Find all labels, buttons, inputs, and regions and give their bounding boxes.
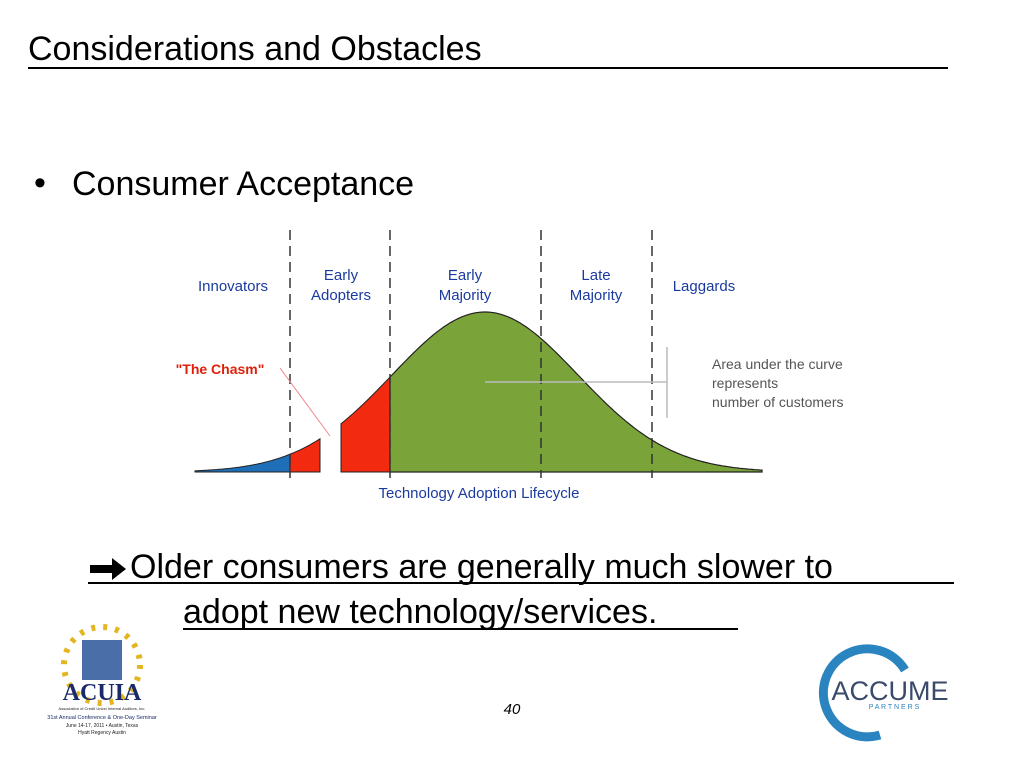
segment-label: Early [324,267,359,284]
conclusion-line: adopt new technology/services. [183,593,657,631]
adoption-diagram: Innovators Early Adopters Early Majority Late… [176,230,844,502]
chasm-label: "The Chasm" [176,361,265,377]
chasm-pointer [279,367,331,437]
early-adopters-area [340,375,391,473]
logo-line: June 14-17, 2011 • Austin, Texas [66,723,139,729]
logo-stars [61,624,143,706]
accume-logo: ACCUME P A R T N E R S [818,644,949,742]
logo-line: 31st Annual Conference & One-Day Seminar [47,715,157,721]
segment-label: Laggards [673,278,736,295]
logo-emblem [82,640,122,680]
diagram-caption: Technology Adoption Lifecycle [379,485,580,502]
bullet-text: Consumer Acceptance [72,165,414,203]
logo-sub: P A R T N E R S [869,704,920,711]
logo-line: Association of Credit Union Internal Aud… [59,706,146,711]
dividers [289,230,653,478]
logo-line: Hyatt Regency Austin [78,730,126,736]
segment-label: Majority [570,287,623,304]
segment-label: Majority [439,287,492,304]
majority-area [389,311,763,473]
note-line: number of customers [712,394,844,410]
segment-label: Adopters [311,287,371,304]
logo-arc [818,644,909,742]
acuia-logo: ACUIA Association of Credit Union Intern… [47,624,157,736]
note-line: represents [712,375,778,391]
arrow-icon [90,558,126,580]
conclusion-line: Older consumers are generally much slowe… [130,548,833,586]
slide-title: Considerations and Obstacles [28,30,482,68]
bullet-dot: • [34,164,46,202]
logo-name: ACUIA [63,680,142,706]
logo-name: ACCUME [831,676,948,706]
early-adopters-area [289,437,321,473]
segment-label: Early [448,267,483,284]
segment-label: Late [581,267,610,284]
segment-label: Innovators [198,278,268,295]
page-number: 40 [504,701,521,718]
innovators-area [194,453,291,473]
note-line: Area under the curve [712,356,843,372]
